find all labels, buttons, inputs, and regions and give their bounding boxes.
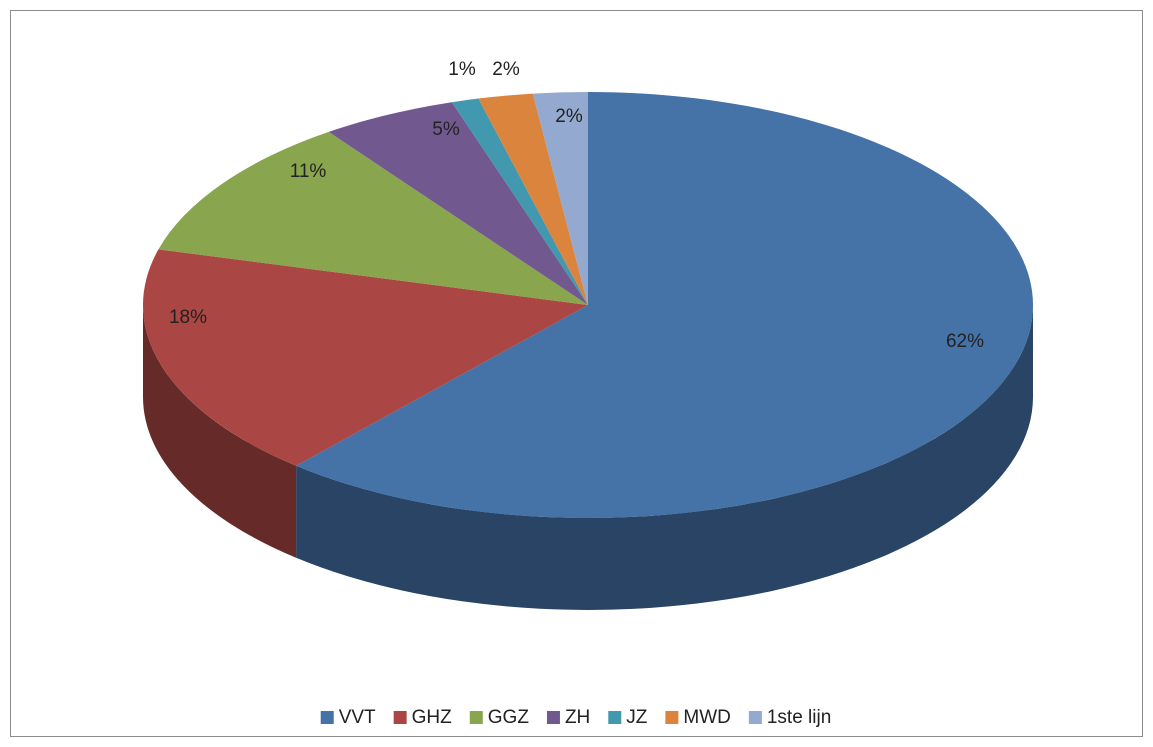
data-label: 18% <box>169 307 207 328</box>
slice <box>451 98 588 306</box>
data-label: 2% <box>555 106 583 127</box>
legend-swatch <box>546 711 560 724</box>
data-label: 2% <box>492 59 520 80</box>
legend-label: VVT <box>339 707 376 728</box>
legend-swatch <box>665 711 679 724</box>
legend-label: MWD <box>683 707 730 728</box>
slice <box>532 92 588 305</box>
slice <box>158 131 588 305</box>
slice <box>478 93 588 305</box>
legend-swatch <box>320 711 334 724</box>
slice <box>142 249 588 466</box>
legend-label: JZ <box>626 707 648 728</box>
legend-label: GGZ <box>488 707 530 728</box>
legend-label: GHZ <box>412 707 453 728</box>
legend-swatch <box>393 711 407 724</box>
data-label: 1% <box>448 59 476 80</box>
legend-swatch <box>748 711 762 724</box>
legend-swatch <box>469 711 483 724</box>
legend-swatch <box>608 711 622 724</box>
slice-side <box>143 305 297 558</box>
data-label: 62% <box>946 331 984 352</box>
legend-label: ZH <box>565 707 590 728</box>
slice-side <box>296 305 1033 610</box>
slice <box>328 102 588 305</box>
data-label: 11% <box>290 161 327 182</box>
slice <box>296 92 1033 518</box>
data-label: 5% <box>432 119 460 140</box>
legend-label: 1ste lijn <box>767 707 831 728</box>
